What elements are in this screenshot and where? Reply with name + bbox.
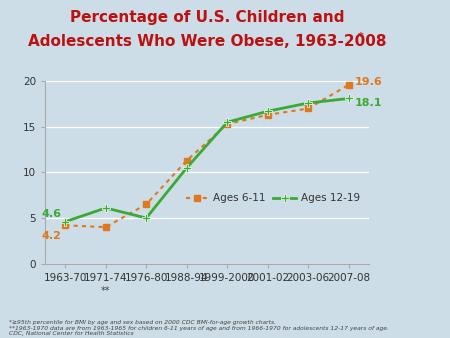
Text: 4.6: 4.6 <box>41 209 61 219</box>
Text: 4.2: 4.2 <box>41 231 61 241</box>
Text: *: * <box>358 32 364 42</box>
Text: *≥95th percentile for BMI by age and sex based on 2000 CDC BMI-for-age growth ch: *≥95th percentile for BMI by age and sex… <box>9 320 389 336</box>
Text: Percentage of U.S. Children and: Percentage of U.S. Children and <box>70 10 344 25</box>
Text: Adolescents Who Were Obese, 1963-2008: Adolescents Who Were Obese, 1963-2008 <box>28 34 386 49</box>
Text: **: ** <box>101 287 111 296</box>
Text: 19.6: 19.6 <box>355 77 382 87</box>
Legend: Ages 6-11, Ages 12-19: Ages 6-11, Ages 12-19 <box>181 189 364 207</box>
Text: 18.1: 18.1 <box>355 98 382 108</box>
